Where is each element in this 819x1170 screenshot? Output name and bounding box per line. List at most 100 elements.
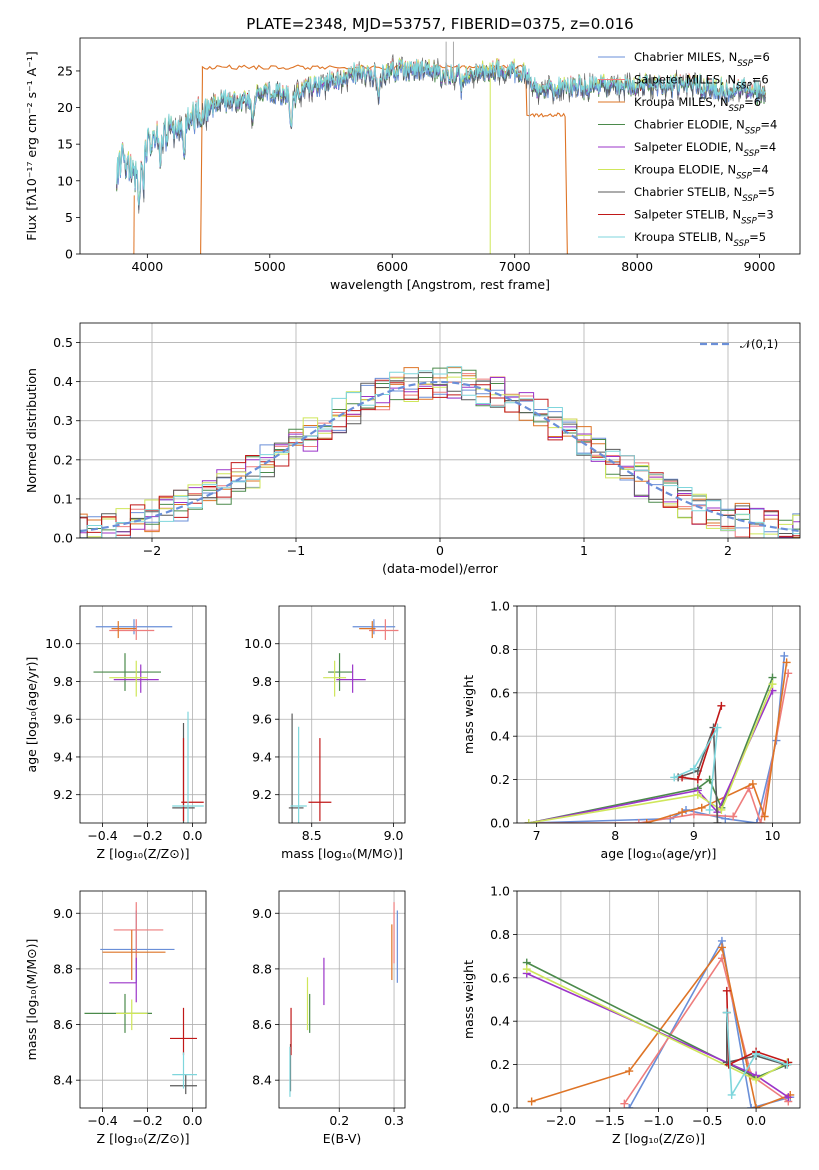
y-tick-label: 0.8: [490, 927, 510, 942]
weight-marker-kroupa-miles: [625, 1067, 634, 1076]
y-tick-label: 9.6: [53, 712, 73, 727]
age_vs_mass-axes: [279, 606, 405, 823]
x-tick-label: 0.0: [183, 828, 203, 843]
weight-marker-kroupa-stelib: [722, 1008, 731, 1017]
weight_vs_Z-grid: [517, 890, 800, 1109]
x-tick-label: 9.0: [384, 828, 404, 843]
residuals-ticks: −2 −1 0 1 2 0.0 0.1 0.2 0.3 0.4 0.5: [53, 335, 732, 558]
x-tick-label: −0.2: [132, 1113, 162, 1128]
y-tick-label: 0.5: [53, 335, 73, 350]
weight-marker-chabrier-miles: [625, 1104, 634, 1108]
weight-marker-kroupa-miles: [752, 1104, 761, 1108]
weight-marker-salpeter-stelib: [717, 701, 726, 710]
y-tick-label: 0.0: [490, 1101, 510, 1116]
x-tick-label: 4000: [131, 259, 163, 274]
mass_vs_Z-frame: [79, 890, 207, 1109]
weight-marker-kroupa-elodie: [752, 1075, 761, 1084]
legend-entry: Kroupa MILES, NSSP=6: [634, 95, 761, 114]
mass_vs_ebv-x-axis-label: E(B-V): [323, 1131, 362, 1146]
age_vs_mass-ticks: 8.5 9.0 9.2 9.4 9.6 9.8 10.0: [244, 636, 403, 843]
mass_vs_Z-y-axis-label: mass [log₁₀(M/M⊙)]: [24, 939, 39, 1061]
x-tick-label: 0.3: [384, 1113, 404, 1128]
weight-marker-salpeter-miles: [634, 819, 643, 823]
spectrum-plot-area: [116, 41, 766, 254]
residuals-y-axis-label: Normed distribution: [24, 368, 39, 493]
weight_vs_Z-y-axis-label: mass weight: [461, 960, 476, 1039]
y-tick-label: 20: [57, 100, 73, 115]
weight-marker-kroupa-stelib: [670, 773, 679, 782]
weight-marker-kroupa-stelib: [713, 723, 722, 732]
y-tick-label: 8.8: [252, 961, 272, 976]
weight-marker-salpeter-elodie: [784, 1093, 793, 1102]
age_vs_Z-plot-area: [93, 619, 204, 823]
legend-entry: Chabrier ELODIE, NSSP=4: [634, 118, 777, 137]
x-tick-label: 9000: [744, 259, 776, 274]
weight-marker-kroupa-stelib: [705, 805, 714, 814]
legend-entry: Kroupa ELODIE, NSSP=4: [634, 163, 769, 182]
y-tick-label: 9.2: [252, 787, 272, 802]
spectrum-axes: [116, 41, 766, 254]
legend-entry: Chabrier STELIB, NSSP=5: [634, 185, 775, 204]
legend-entry: 𝒩(0,1): [740, 337, 778, 351]
mass_vs_Z-ticks: −0.4 −0.2 0.0 8.4 8.6 8.8 9.0: [53, 906, 202, 1128]
y-tick-label: 0.4: [490, 729, 510, 744]
weight-marker-salpeter-stelib: [724, 1060, 733, 1069]
weight-marker-kroupa-stelib: [752, 1049, 761, 1058]
x-tick-label: 0.0: [746, 1113, 766, 1128]
weight_vs_age-y-axis-label: mass weight: [461, 675, 476, 754]
weight-marker-kroupa-miles: [527, 1097, 536, 1106]
weight-marker-salpeter-miles: [729, 812, 738, 821]
y-tick-label: 0.1: [53, 491, 73, 506]
y-tick-label: 0.0: [490, 816, 510, 831]
y-tick-label: 10.0: [244, 636, 272, 651]
x-tick-label: 0.2: [329, 1113, 349, 1128]
y-tick-label: 8.6: [252, 1017, 272, 1032]
weight_vs_age-ticks: 7 8 9 10 0.0 0.2 0.4 0.6 0.8 1.0: [490, 599, 780, 844]
y-tick-label: 9.8: [53, 674, 73, 689]
x-tick-label: −1: [287, 543, 305, 558]
x-tick-label: −2.0: [546, 1113, 576, 1128]
x-tick-label: −0.2: [132, 828, 162, 843]
mass_vs_Z-axes: [80, 891, 206, 1108]
weight-marker-salpeter-miles: [620, 1099, 629, 1108]
weight_vs_Z-plot-area: [522, 936, 795, 1108]
weight_vs_Z-frame: [516, 890, 801, 1109]
mass_vs_Z-grid: [80, 891, 206, 1108]
y-tick-label: 10: [57, 173, 73, 188]
y-tick-label: 0.4: [490, 1014, 510, 1029]
age_vs_Z-grid: [80, 606, 206, 823]
y-tick-label: 1.0: [490, 884, 510, 899]
y-tick-label: 25: [57, 63, 73, 78]
weight_vs_age-frame: [516, 605, 801, 824]
residuals-axes: [80, 323, 800, 539]
age_vs_Z-frame: [79, 605, 207, 824]
weight-marker-kroupa-miles: [697, 803, 706, 812]
weight-marker-kroupa-elodie: [768, 680, 777, 689]
histogram-kroupa-elodie: [80, 376, 800, 538]
mass_vs_ebv-ticks: 0.2 0.3 8.4 8.6 8.8 9.0: [252, 906, 404, 1128]
spectrum-model-kroupa-miles: [200, 64, 568, 254]
weight-line-salpeter-miles: [623, 956, 789, 1105]
y-tick-label: 9.6: [252, 712, 272, 727]
age_vs_Z-y-axis-label: age [log₁₀(age/yr)]: [24, 657, 39, 773]
weight-marker-salpeter-stelib: [722, 986, 731, 995]
weight_vs_age-plot-area: [524, 651, 793, 823]
weight-line-kroupa-elodie: [528, 683, 774, 823]
y-tick-label: 9.0: [53, 906, 73, 921]
weight-marker-salpeter-miles: [756, 819, 765, 823]
x-tick-label: −0.5: [692, 1113, 722, 1128]
y-tick-label: 0.2: [53, 452, 73, 467]
age_vs_mass-plot-area: [288, 619, 399, 823]
weight-marker-kroupa-elodie: [524, 819, 533, 823]
y-tick-label: 0.4: [53, 374, 73, 389]
weight-marker-chabrier-miles: [752, 819, 761, 823]
y-tick-label: 8.4: [252, 1073, 272, 1088]
weight-marker-kroupa-elodie: [693, 790, 702, 799]
x-tick-label: 1: [580, 543, 588, 558]
mass_vs_ebv-plot-area: [289, 902, 398, 1097]
weight-marker-kroupa-stelib: [783, 1060, 792, 1069]
weight-line-kroupa-stelib: [673, 727, 719, 811]
x-tick-label: 8.5: [302, 828, 322, 843]
spectrum-model-kroupa-stelib: [116, 58, 766, 206]
